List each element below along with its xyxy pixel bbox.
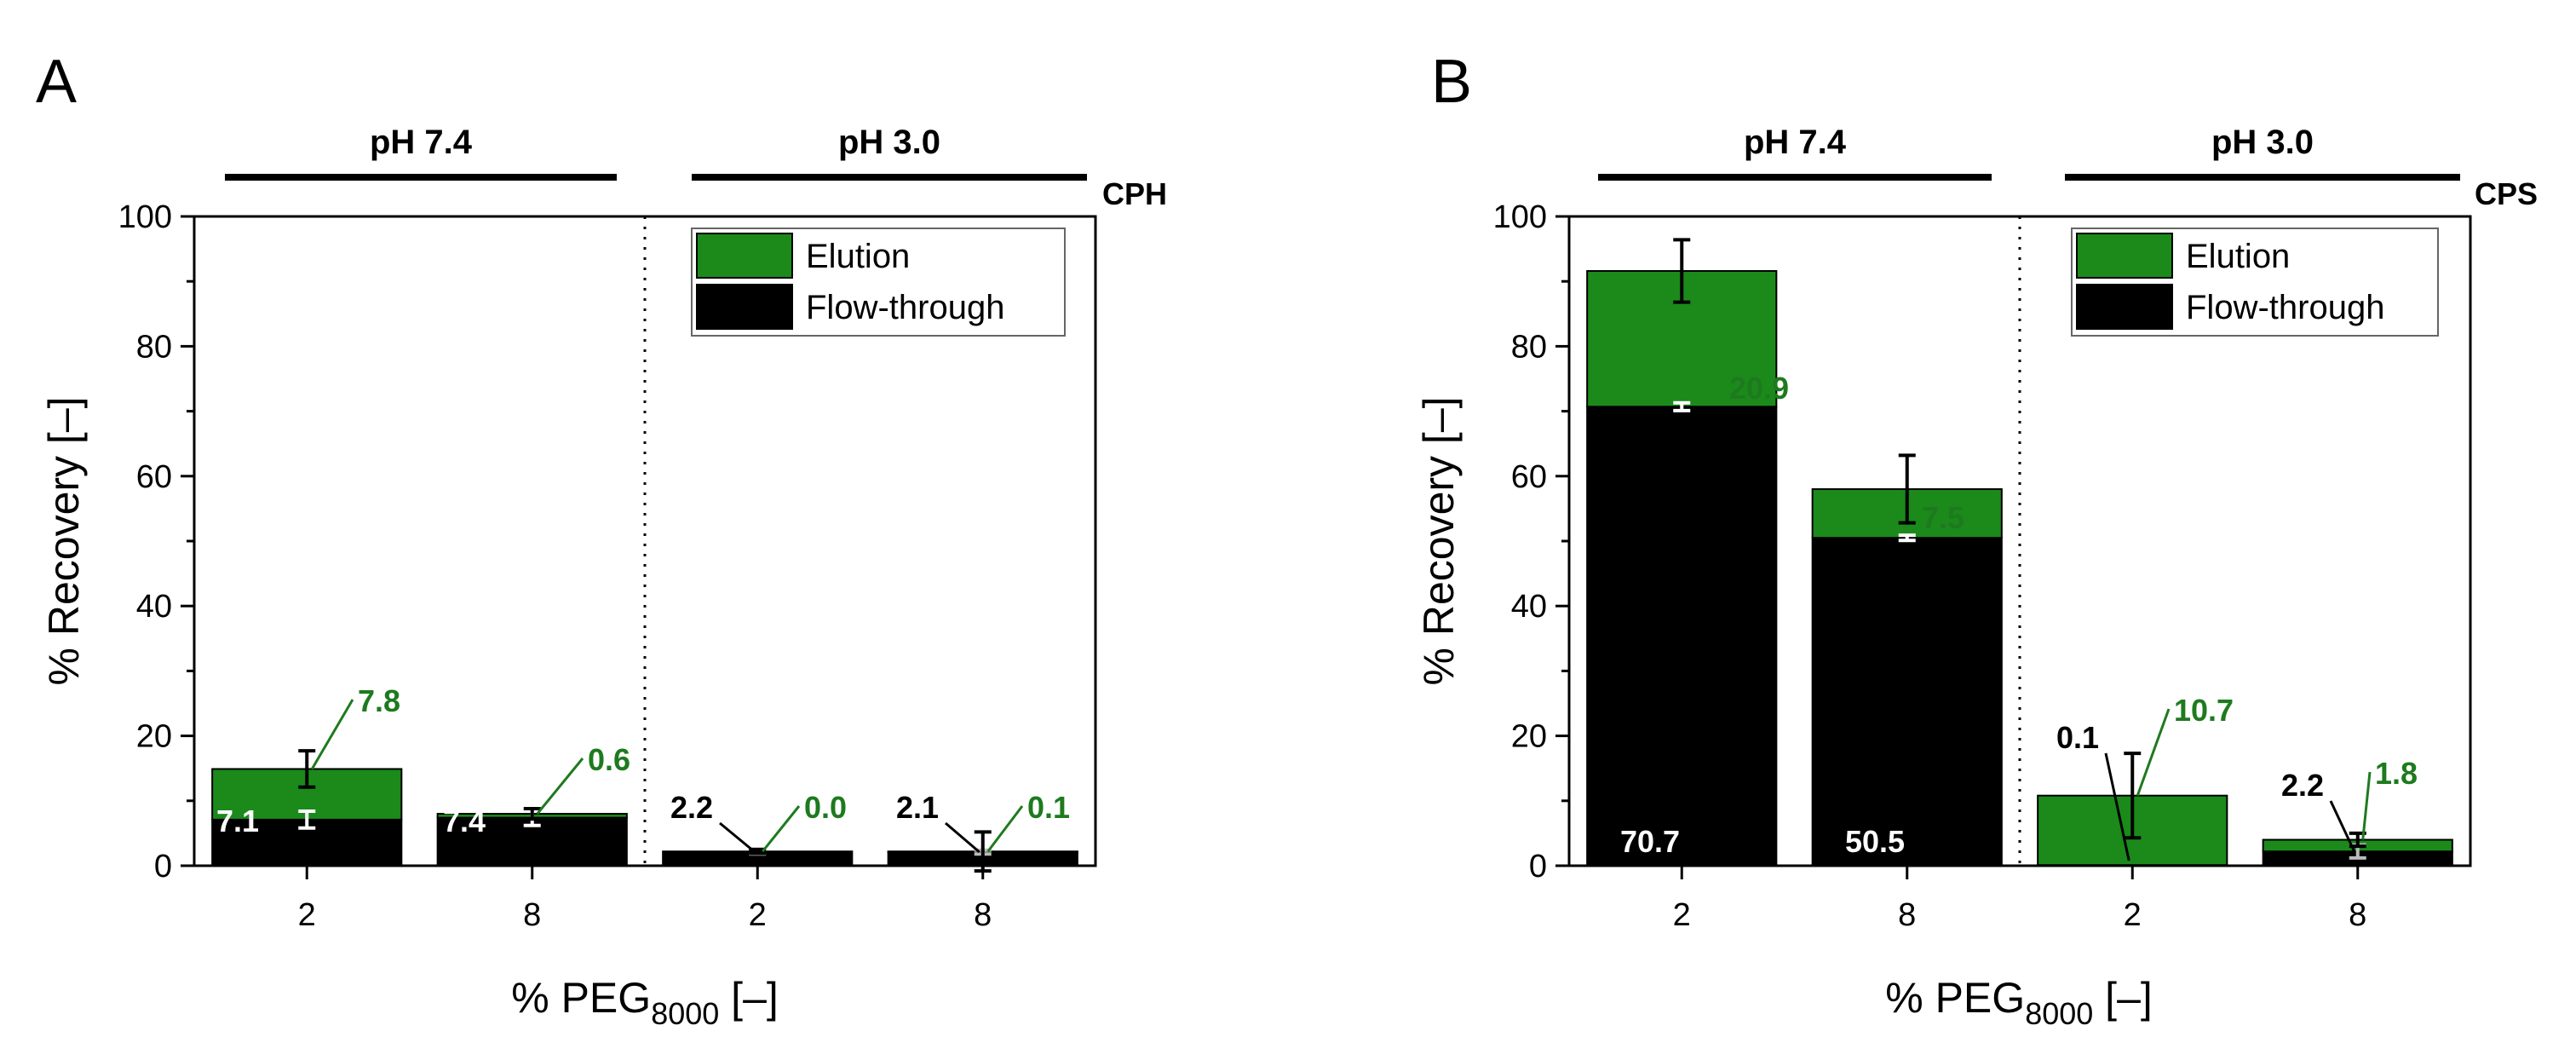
x-axis-title: % PEG8000 [–] [1885,974,2153,1031]
legend-label-flow-through: Flow-through [2186,289,2384,326]
label-elution: 0.0 [804,790,847,825]
label-elution: 1.8 [2375,756,2418,791]
y-axis-title: % Recovery [–] [1415,396,1463,685]
legend-swatch-flow-through [2076,284,2173,330]
label-flow-through: 2.1 [896,790,939,825]
leader-line-flow-through [945,821,980,854]
leader-line-elution [2136,708,2171,797]
label-flow-through: 50.5 [1845,824,1905,859]
label-flow-through: 7.4 [443,804,486,838]
label-elution: 7.5 [1922,500,1964,535]
label-flow-through: 0.1 [2056,720,2099,755]
panel-letter: B [1431,48,1472,116]
y-tick-label: 40 [1511,589,1547,625]
label-elution: 7.8 [358,683,400,718]
x-axis-title-suffix: [–] [719,974,778,1022]
bar-flow-through [1586,406,1778,867]
group-label: pH 7.4 [1744,124,1847,161]
y-tick-label: 80 [1511,329,1547,365]
label-flow-through: 7.1 [216,804,259,838]
label-flow-through: 2.2 [670,790,713,825]
label-elution: 0.6 [588,742,630,777]
label-elution: 10.7 [2174,693,2234,728]
x-tick-label: 2 [2124,897,2142,933]
x-axis-title-subscript: 8000 [2025,996,2093,1031]
x-axis-title-subscript: 8000 [651,996,719,1031]
y-tick-label: 0 [154,849,172,884]
x-tick-label: 2 [1673,897,1691,933]
label-elution: 0.1 [1027,790,1070,825]
y-tick-label: 40 [136,589,172,625]
leader-line-elution [986,805,1024,853]
leader-line-flow-through [2329,800,2356,852]
legend-swatch-elution [2076,233,2173,279]
panel-letter: A [36,48,77,116]
leader-line-elution [2361,771,2372,840]
x-tick-label: 2 [749,897,767,933]
y-tick-label: 80 [136,329,172,365]
x-axis-title-prefix: % PEG [511,974,651,1022]
material-label: CPH [1102,176,1167,211]
x-tick-label: 8 [974,897,992,933]
panel-A: ApH 7.4 pH 3.0 CPH 0 20 40 60 80 100 % Recovery [… [36,48,1167,1031]
leader-line-flow-through [2104,752,2130,861]
y-tick-label: 60 [1511,459,1547,495]
leader-line-flow-through [719,821,756,853]
x-tick-label: 8 [2349,897,2366,933]
y-tick-label: 20 [136,719,172,755]
x-axis-title-suffix: [–] [2093,974,2152,1022]
legend-swatch-flow-through [696,284,793,330]
legend-label-elution: Elution [806,238,910,275]
legend-swatch-elution [696,233,793,279]
y-tick-label: 100 [1493,199,1547,235]
group-label: pH 7.4 [370,124,473,161]
x-tick-label: 2 [298,897,316,933]
label-flow-through: 70.7 [1620,824,1680,859]
x-axis-title: % PEG8000 [–] [511,974,779,1031]
bar-flow-through [1811,537,2003,867]
y-tick-label: 0 [1529,849,1547,884]
y-tick-label: 20 [1511,719,1547,755]
material-label: CPS [2475,176,2538,211]
legend-label-elution: Elution [2186,238,2290,275]
label-elution: 20.9 [1729,371,1789,406]
group-label: pH 3.0 [2211,124,2314,161]
legend-label-flow-through: Flow-through [806,289,1004,326]
group-label: pH 3.0 [838,124,940,161]
leader-line-elution [536,758,584,815]
x-tick-label: 8 [1898,897,1916,933]
x-tick-label: 8 [523,897,541,933]
y-axis-title: % Recovery [–] [40,396,88,685]
leader-line-elution [310,699,354,770]
label-flow-through: 2.2 [2281,768,2324,803]
x-axis-title-prefix: % PEG [1885,974,2025,1022]
leader-line-elution [762,805,801,853]
panel-B: BpH 7.4 pH 3.0 CPS 0 20 40 60 80 100 % Recovery [… [1415,48,2538,1031]
y-tick-label: 100 [118,199,172,235]
y-tick-label: 60 [136,459,172,495]
